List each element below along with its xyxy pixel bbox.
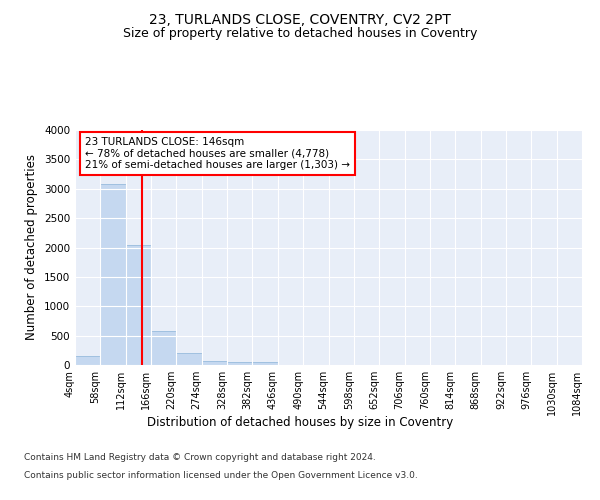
Text: Contains HM Land Registry data © Crown copyright and database right 2024.: Contains HM Land Registry data © Crown c…: [24, 454, 376, 462]
Bar: [126, 244, 151, 365]
Bar: [176, 353, 202, 365]
Text: Size of property relative to detached houses in Coventry: Size of property relative to detached ho…: [123, 28, 477, 40]
Bar: [75, 356, 100, 365]
Text: Distribution of detached houses by size in Coventry: Distribution of detached houses by size …: [147, 416, 453, 429]
Bar: [100, 184, 126, 365]
Text: 23, TURLANDS CLOSE, COVENTRY, CV2 2PT: 23, TURLANDS CLOSE, COVENTRY, CV2 2PT: [149, 12, 451, 26]
Text: 23 TURLANDS CLOSE: 146sqm
← 78% of detached houses are smaller (4,778)
21% of se: 23 TURLANDS CLOSE: 146sqm ← 78% of detac…: [85, 137, 350, 170]
Y-axis label: Number of detached properties: Number of detached properties: [25, 154, 38, 340]
Bar: [151, 331, 176, 365]
Bar: [253, 362, 278, 365]
Text: Contains public sector information licensed under the Open Government Licence v3: Contains public sector information licen…: [24, 471, 418, 480]
Bar: [202, 360, 227, 365]
Bar: [227, 362, 253, 365]
